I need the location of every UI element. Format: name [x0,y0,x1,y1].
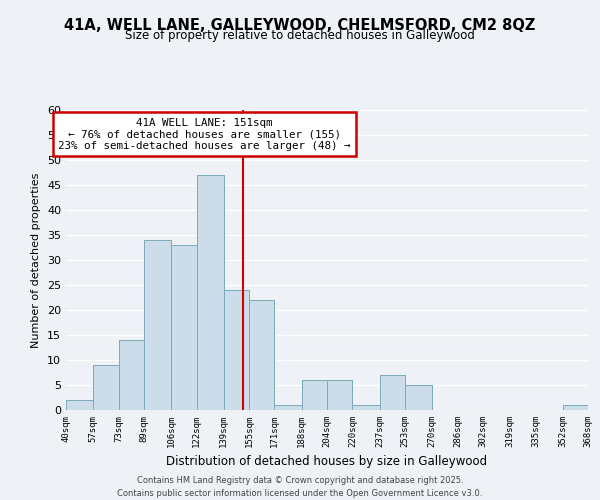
Text: 41A WELL LANE: 151sqm
← 76% of detached houses are smaller (155)
23% of semi-det: 41A WELL LANE: 151sqm ← 76% of detached … [58,118,350,150]
X-axis label: Distribution of detached houses by size in Galleywood: Distribution of detached houses by size … [166,456,488,468]
Bar [224,290,249,410]
Bar [171,245,197,410]
Bar [405,385,432,410]
Bar [274,405,302,410]
Bar [93,365,119,410]
Bar [563,405,588,410]
Text: Size of property relative to detached houses in Galleywood: Size of property relative to detached ho… [125,28,475,42]
Bar [327,380,352,410]
Bar [144,240,171,410]
Bar [352,405,380,410]
Y-axis label: Number of detached properties: Number of detached properties [31,172,41,348]
Bar [302,380,327,410]
Text: 41A, WELL LANE, GALLEYWOOD, CHELMSFORD, CM2 8QZ: 41A, WELL LANE, GALLEYWOOD, CHELMSFORD, … [64,18,536,32]
Bar [119,340,144,410]
Text: Contains HM Land Registry data © Crown copyright and database right 2025.
Contai: Contains HM Land Registry data © Crown c… [118,476,482,498]
Bar [66,400,93,410]
Bar [197,175,224,410]
Bar [249,300,274,410]
Bar [380,375,405,410]
